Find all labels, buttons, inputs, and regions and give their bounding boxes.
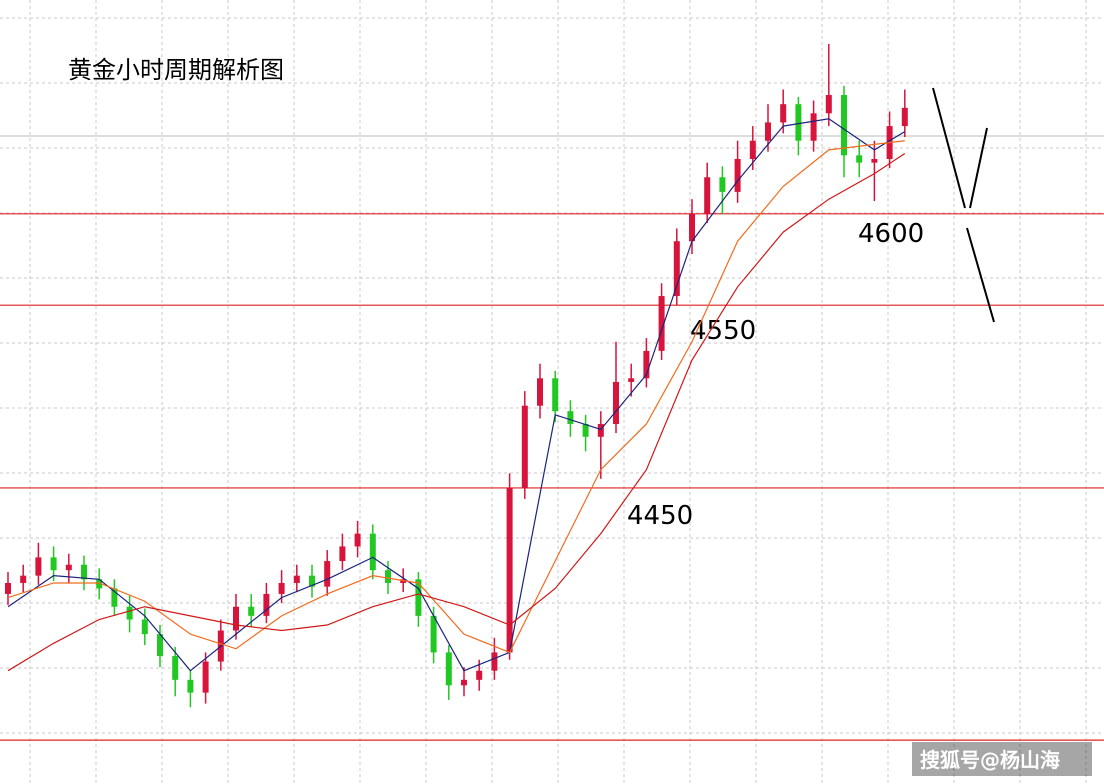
candle-body (35, 557, 42, 576)
candle-body (765, 122, 771, 141)
candle-body (354, 533, 361, 547)
candle-body (50, 557, 57, 571)
candle-body (582, 423, 589, 437)
candle-body (278, 582, 285, 594)
candle-body (369, 533, 376, 571)
candle-body (704, 177, 711, 214)
wedge-sketch (932, 87, 995, 323)
candle-body (400, 579, 407, 583)
watermark-bg (912, 742, 1092, 776)
candle-body (430, 615, 437, 653)
candle-body (65, 564, 72, 571)
chart-title: 黄金小时周期解析图 (68, 56, 284, 84)
candle-body (476, 670, 483, 680)
candle-body (293, 575, 300, 583)
candle-body (810, 113, 817, 141)
candle-body (871, 158, 878, 163)
level-label: 4550 (690, 316, 756, 346)
candle-body (324, 561, 331, 587)
candle-body (856, 155, 863, 163)
candle-body (172, 656, 179, 680)
candle-body (597, 423, 604, 437)
candle-body (415, 579, 422, 616)
candle-body (749, 140, 756, 159)
candle-body (719, 177, 726, 192)
candle-body (673, 241, 680, 297)
candle-body (567, 411, 574, 424)
candle-body (157, 634, 163, 657)
candle-body (233, 606, 239, 631)
candle-body (461, 679, 467, 686)
candle-body (795, 104, 802, 141)
candle-body (780, 104, 787, 123)
candle-body (491, 652, 498, 671)
candle-body (658, 296, 665, 351)
moving-averages (7, 118, 906, 672)
candle-body (81, 564, 87, 580)
candle-body (537, 378, 543, 406)
watermark: 搜狐号@杨山海 (920, 748, 1060, 772)
candle-body (248, 606, 255, 616)
candle-body (901, 107, 908, 127)
levels: 4600 4550 4450 (0, 213, 1104, 741)
candles (5, 43, 908, 708)
candle-body (141, 619, 148, 635)
candle-body (385, 570, 391, 583)
candle-body (825, 95, 832, 114)
candle-body (111, 588, 118, 607)
level-label: 4450 (627, 501, 693, 531)
candle-body (339, 546, 346, 562)
candle-body (263, 593, 270, 616)
level-label: 4600 (858, 219, 924, 249)
candle-body (841, 95, 847, 156)
candle-body (202, 661, 209, 693)
moving-average (7, 153, 906, 672)
candle-body (506, 487, 513, 653)
candle-body (643, 350, 650, 379)
candle-body (5, 582, 11, 594)
candle-body (552, 378, 559, 412)
candle-body (96, 579, 103, 589)
candle-body (689, 213, 695, 242)
candle-body (20, 575, 27, 583)
candle-body (628, 378, 635, 382)
candle-body (187, 679, 194, 693)
candle-body (126, 606, 133, 620)
candle-body (521, 405, 528, 488)
candle-body (734, 158, 741, 192)
candle-body (309, 575, 315, 587)
moving-average (7, 118, 906, 672)
candle-body (613, 381, 619, 424)
moving-average (7, 140, 905, 654)
candle-body (445, 652, 452, 686)
